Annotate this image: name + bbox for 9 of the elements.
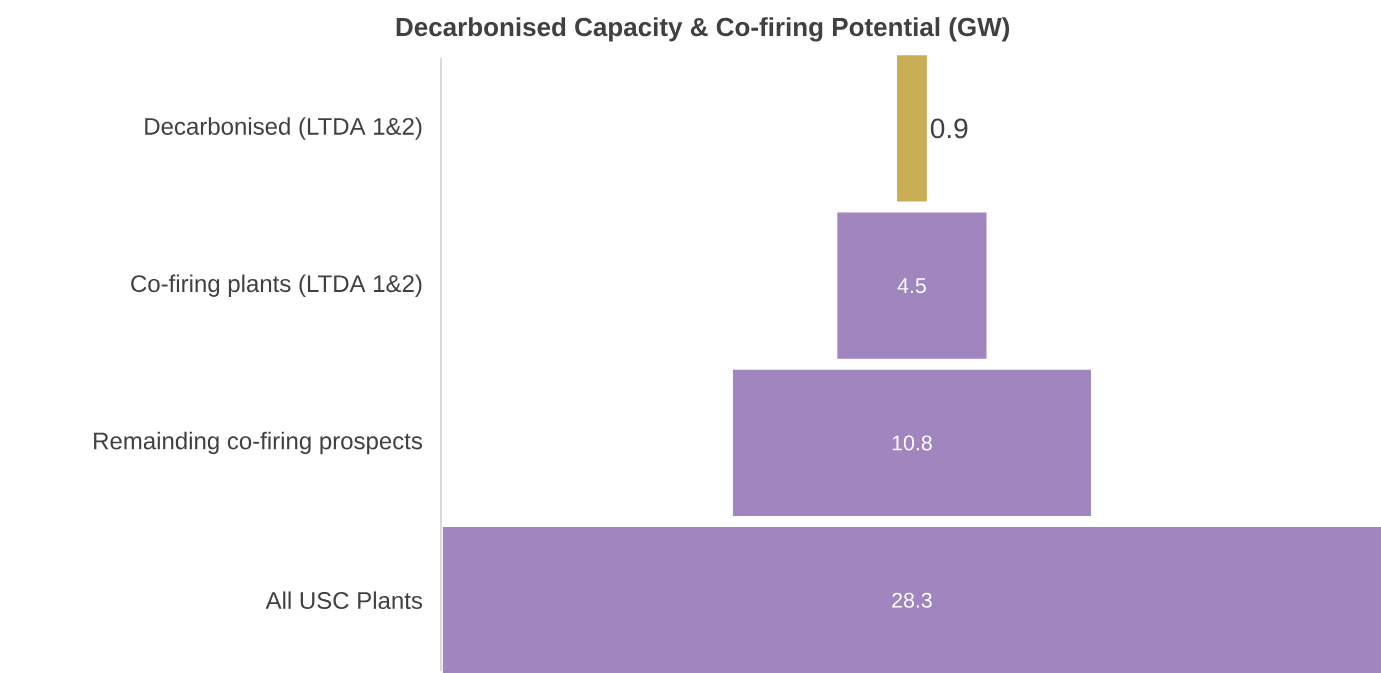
data-label: 0.9 <box>930 118 968 139</box>
data-label: 28.3 <box>892 592 932 608</box>
category-label: Remainding co-firing prospects <box>94 431 423 454</box>
data-label: 4.5 <box>897 278 926 293</box>
category-label: Decarbonised (LTDA 1&2) <box>145 117 422 140</box>
category-label: All USC Plants <box>265 591 423 609</box>
category-label: Co-firing plants (LTDA 1&2) <box>131 274 422 297</box>
data-label: 10.8 <box>892 435 932 451</box>
text: Decarbonised Capacity & Co-firing Potential (GW) <box>396 16 1010 42</box>
